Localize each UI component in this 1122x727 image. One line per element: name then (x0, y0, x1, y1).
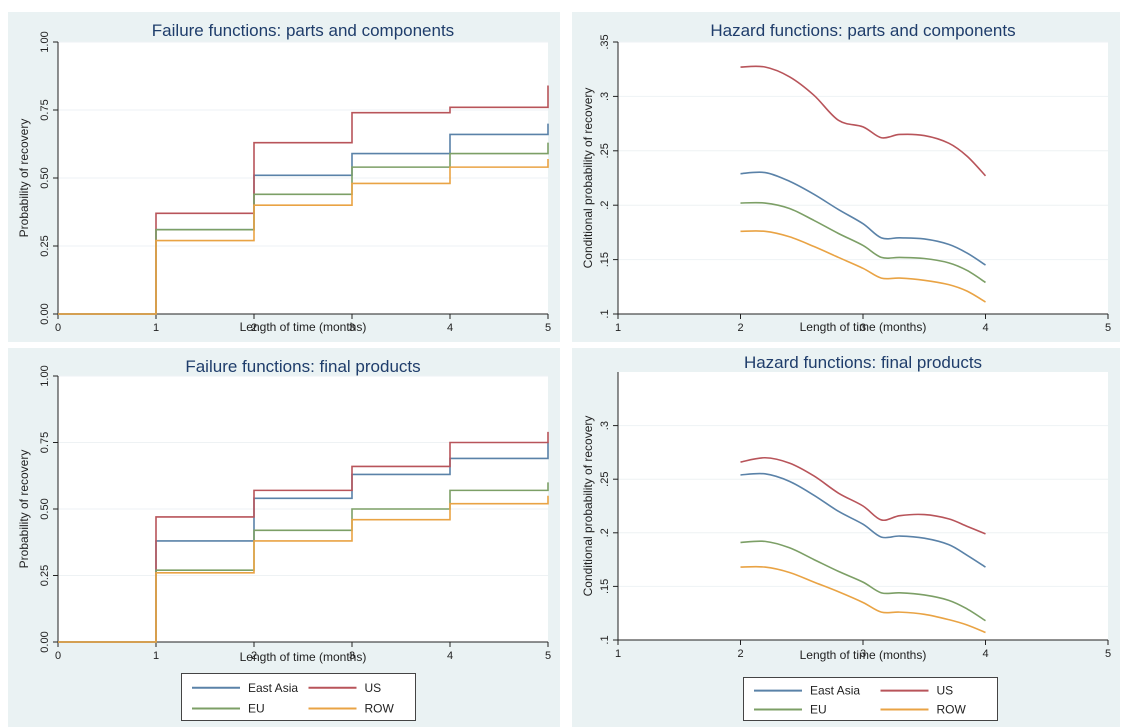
legend-label-row: ROW (365, 702, 395, 716)
x-tick-label: 3 (349, 322, 355, 334)
y-tick-label: 0.50 (39, 498, 51, 519)
y-axis-label: Probability of recovery (17, 450, 31, 569)
series-line-us (740, 456, 986, 535)
x-tick-label: 0 (55, 650, 61, 662)
x-tick-label: 2 (737, 648, 743, 660)
x-tick-label: 4 (982, 322, 988, 334)
y-axis-label: Probability of recovery (17, 119, 31, 238)
y-tick-label: .15 (599, 252, 611, 267)
legend-label-eu: EU (810, 703, 827, 717)
panel-hazard-final: Hazard functions: final products .1 .15 .2.… (572, 348, 1120, 727)
y-tick-label: .1 (599, 309, 611, 318)
x-tick-label: 2 (251, 650, 257, 662)
chart-title: Failure functions: final products (185, 357, 420, 376)
y-tick-label: .3 (599, 92, 611, 101)
y-tick-label: .25 (599, 143, 611, 158)
series-line-row (58, 495, 549, 643)
y-tick-label: 1.00 (39, 31, 51, 52)
x-tick-label: 5 (1105, 648, 1111, 660)
y-axis-label: Conditional probability of recovery (581, 88, 595, 269)
series-line-eu (740, 540, 986, 622)
y-tick-label: .2 (599, 201, 611, 210)
x-tick-label: 1 (153, 322, 159, 334)
y-tick-label: .25 (599, 472, 611, 487)
x-tick-label: 2 (737, 322, 743, 334)
legend-right-svg: East Asia US EU ROW (754, 684, 967, 717)
x-tick-label: 1 (615, 322, 621, 334)
y-tick-label: 0.00 (39, 631, 51, 652)
x-tick-label: 0 (55, 322, 61, 334)
legend-right: East Asia US EU ROW (743, 677, 998, 721)
x-tick-label: 5 (545, 322, 551, 334)
chart-hazard-parts: Hazard functions: parts and components .1… (581, 21, 1111, 334)
y-tick-label: 0.25 (39, 235, 51, 256)
series-line-us (58, 431, 549, 643)
legend-label-east-asia: East Asia (810, 684, 860, 698)
legend-label-us: US (365, 681, 382, 695)
y-axis-label: Conditional probability of recovery (581, 416, 595, 597)
series-line-row (58, 158, 549, 315)
legend-label-us: US (937, 684, 954, 698)
legend-left-svg: East Asia US EU ROW (192, 681, 395, 716)
x-axis-label: Length of time (months) (800, 648, 927, 662)
y-tick-label: .35 (599, 34, 611, 49)
y-tick-label: 0.25 (39, 565, 51, 586)
y-tick-label: .15 (599, 579, 611, 594)
y-tick-label: 0.50 (39, 167, 51, 188)
panel-hazard-parts: Hazard functions: parts and components .1… (572, 12, 1120, 342)
x-tick-label: 4 (447, 322, 453, 334)
x-tick-label: 4 (447, 650, 453, 662)
x-tick-label: 3 (860, 648, 866, 660)
series-line-east-asia (740, 472, 986, 568)
chart-title: Hazard functions: final products (744, 353, 982, 372)
legend-left: East Asia US EU ROW (181, 673, 416, 721)
y-tick-label: 0.00 (39, 303, 51, 324)
x-tick-label: 4 (982, 648, 988, 660)
y-tick-label: .2 (599, 528, 611, 537)
y-tick-label: 0.75 (39, 432, 51, 453)
y-tick-label: 1.00 (39, 365, 51, 386)
legend-label-row: ROW (937, 703, 967, 717)
x-tick-label: 3 (860, 322, 866, 334)
x-tick-label: 1 (615, 648, 621, 660)
x-axis-label: Length of time (months) (800, 320, 927, 334)
legend-label-east-asia: East Asia (248, 681, 298, 695)
chart-title: Failure functions: parts and components (152, 21, 454, 40)
plot-area (618, 42, 1108, 314)
x-tick-label: 2 (251, 322, 257, 334)
y-tick-label: .3 (599, 421, 611, 430)
y-tick-label: .1 (599, 635, 611, 644)
series-line-us (740, 65, 987, 177)
x-tick-label: 3 (349, 650, 355, 662)
chart-title: Hazard functions: parts and components (710, 21, 1015, 40)
series-line-row (740, 565, 986, 634)
chart-failure-parts: Failure functions: parts and components 0… (17, 21, 551, 334)
x-tick-label: 5 (545, 650, 551, 662)
series-line-eu (740, 201, 986, 284)
series-line-row (740, 230, 986, 303)
chart-hazard-final: Hazard functions: final products .1 .15 .2.… (581, 353, 1111, 662)
x-axis-label: Length of time (months) (240, 320, 367, 334)
y-tick-label: 0.75 (39, 99, 51, 120)
panel-failure-parts: Failure functions: parts and components 0… (8, 12, 560, 342)
legend-label-eu: EU (248, 702, 265, 716)
x-tick-label: 5 (1105, 322, 1111, 334)
panel-failure-final: Failure functions: final products 0.00 0.2… (8, 348, 560, 727)
x-tick-label: 1 (153, 650, 159, 662)
x-axis-label: Length of time (months) (240, 650, 367, 664)
chart-failure-final: Failure functions: final products 0.00 0.2… (17, 357, 551, 664)
series-line-east-asia (740, 171, 986, 266)
